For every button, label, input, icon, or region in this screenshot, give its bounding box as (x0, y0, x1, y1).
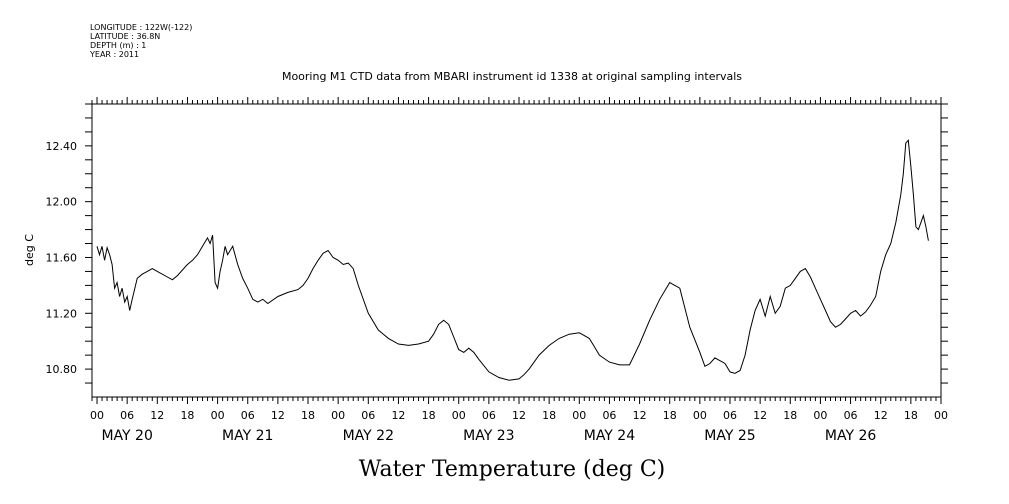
y-axis-label: deg C (23, 234, 36, 266)
x-tick-label: 12 (753, 409, 767, 422)
y-tick-label: 12.00 (46, 196, 78, 209)
y-tick-label: 12.40 (46, 140, 78, 153)
plot-frame (91, 103, 942, 398)
x-tick-label: 06 (482, 409, 496, 422)
x-tick-label: 12 (271, 409, 285, 422)
x-tick-label: 06 (602, 409, 616, 422)
x-tick-label: 06 (361, 409, 375, 422)
x-tick-label: 00 (934, 409, 948, 422)
x-tick-label: 18 (663, 409, 677, 422)
x-tick-label: 00 (452, 409, 466, 422)
y-tick-labels: 10.80 11.20 11.60 12.00 12.40 (46, 140, 78, 376)
x-tick-label: 00 (572, 409, 586, 422)
day-label: MAY 24 (584, 428, 635, 444)
x-tick-label: 18 (542, 409, 556, 422)
x-tick-label: 18 (904, 409, 918, 422)
x-axis-label: Water Temperature (deg C) (359, 457, 666, 482)
day-label: MAY 22 (343, 428, 394, 444)
x-tick-label: 18 (783, 409, 797, 422)
x-tick-label: 06 (723, 409, 737, 422)
temperature-series-line (96, 139, 929, 381)
y-tick-label: 11.20 (46, 307, 78, 320)
x-tick-label: 18 (301, 409, 315, 422)
y-tick-label: 10.80 (46, 363, 78, 376)
x-tick-label: 18 (422, 409, 436, 422)
x-tick-label: 12 (391, 409, 405, 422)
latitude-label: LATITUDE : 36.8N (90, 32, 160, 41)
x-tick-label: 06 (241, 409, 255, 422)
day-label: MAY 23 (463, 428, 514, 444)
x-tick-label: 12 (874, 409, 888, 422)
tick-marks (85, 97, 948, 404)
x-tick-label: 12 (512, 409, 526, 422)
x-tick-label: 18 (180, 409, 194, 422)
day-labels: MAY 20 MAY 21 MAY 22 MAY 23 MAY 24 MAY 25 MAY … (101, 428, 876, 444)
day-label: MAY 20 (101, 428, 152, 444)
x-tick-label: 00 (211, 409, 225, 422)
chart-title: Mooring M1 CTD data from MBARI instrumen… (282, 70, 742, 83)
x-tick-labels: 00 06 12 18 00 06 12 18 00 06 12 18 00 06 12 18 00 06 12 18… (90, 409, 948, 422)
depth-label: DEPTH (m) : 1 (90, 41, 146, 50)
x-tick-label: 12 (150, 409, 164, 422)
x-tick-label: 00 (813, 409, 827, 422)
x-tick-label: 06 (120, 409, 134, 422)
year-label: YEAR : 2011 (89, 50, 139, 59)
y-tick-label: 11.60 (46, 251, 78, 264)
longitude-label: LONGITUDE : 122W(-122) (90, 23, 192, 32)
x-tick-label: 00 (331, 409, 345, 422)
x-tick-label: 00 (693, 409, 707, 422)
day-label: MAY 25 (704, 428, 755, 444)
x-tick-label: 00 (90, 409, 104, 422)
x-tick-label: 12 (633, 409, 647, 422)
day-label: MAY 21 (222, 428, 273, 444)
x-tick-label: 06 (844, 409, 858, 422)
day-label: MAY 26 (825, 428, 876, 444)
